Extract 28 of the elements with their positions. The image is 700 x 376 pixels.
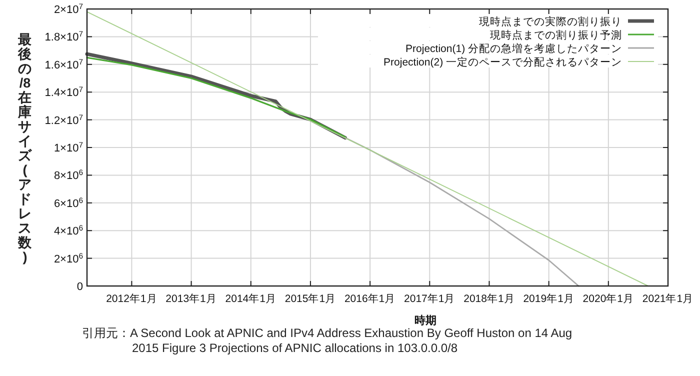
x-tick-label: 2018年1月	[464, 293, 515, 305]
x-tick-label: 2014年1月	[225, 293, 276, 305]
x-axis-title: 時期	[414, 314, 436, 327]
x-tick-label: 2013年1月	[166, 293, 217, 305]
y-tick-label: 2×10$^{7}$	[54, 2, 83, 16]
x-tick-label: 2017年1月	[404, 293, 456, 305]
text: 最後の/8在庫サイズ(アドレス数)	[18, 32, 32, 264]
legend-label: 現時点までの実際の割り振り	[479, 15, 622, 28]
y-tick-label: 1.6×10$^{7}$	[44, 56, 83, 72]
legend-label: 現時点までの割り振り予測	[490, 28, 622, 42]
y-tick-label: 1×10$^{7}$	[54, 140, 83, 154]
y-tick-label: 8×10$^{6}$	[54, 168, 83, 182]
x-tick-label: 2016年1月	[344, 293, 396, 305]
x-tick-label: 2012年1月	[106, 293, 158, 305]
text: 引用元：A Second Look at APNIC and IPv4 Address Exhaustion By Geoff Huston on 14 Aug 2015 Figure 3 Projections of APNIC allocations in 103.0.0.0/8	[82, 326, 574, 356]
x-tick-label: 2019年1月	[523, 293, 574, 305]
y-tick-label: 1.2×10$^{7}$	[44, 112, 83, 127]
x-tick-label: 2015年1月	[284, 293, 336, 305]
x-tick-label: 2021年1月	[642, 293, 694, 305]
legend-label: Projection(2) 一定のペースで分配されるパターン	[384, 56, 622, 68]
y-tick-label: 6×10$^{6}$	[54, 195, 83, 210]
y-tick-label: 2×10$^{6}$	[54, 250, 83, 266]
y-tick-label: 1.4×10$^{7}$	[44, 84, 83, 100]
y-tick-label: 1.8×10$^{7}$	[44, 29, 83, 44]
y-tick-label: 4×10$^{6}$	[54, 223, 83, 238]
x-tick-label: 2020年1月	[582, 293, 634, 305]
y-tick-label: 0	[76, 281, 83, 293]
legend-label: Projection(1) 分配の急増を考慮したパターン	[406, 42, 622, 55]
